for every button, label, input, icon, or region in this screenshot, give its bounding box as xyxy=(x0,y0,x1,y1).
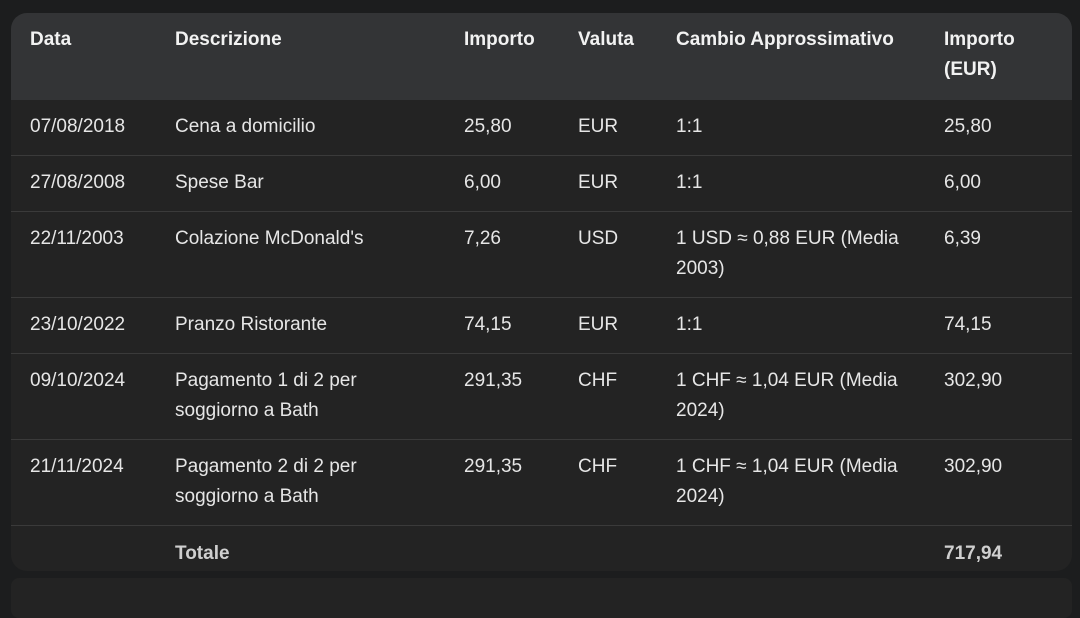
cell-exchange-rate: 1 USD ≈ 0,88 EUR (Media 2003) xyxy=(676,211,944,298)
table-row: 27/08/2008 Spese Bar 6,00 EUR 1:1 6,00 xyxy=(11,155,1072,212)
cell-amount: 25,80 xyxy=(464,116,512,137)
table-row: 21/11/2024 Pagamento 2 di 2 per soggiorno… xyxy=(11,439,1072,526)
cell-currency: USD xyxy=(578,211,676,298)
cell-description: Cena a domicilio xyxy=(175,116,316,137)
cell-description: Pranzo Ristorante xyxy=(175,297,464,354)
cell-currency: EUR xyxy=(578,297,676,354)
table-header-row: Data Descrizione Importo Valuta Cambio A… xyxy=(11,13,1072,100)
empty-cell xyxy=(676,525,944,571)
header-valuta: Valuta xyxy=(578,13,676,100)
cell-currency: CHF xyxy=(578,353,676,440)
cell-date: 27/08/2008 xyxy=(11,155,175,212)
cell-amount-eur: 302,90 xyxy=(944,353,1072,440)
cell-exchange-rate: 1:1 xyxy=(676,116,703,137)
cell-amount: 7,26 xyxy=(464,211,578,298)
cell-description: Pagamento 1 di 2 per soggiorno a Bath xyxy=(175,353,464,440)
cell-amount-eur: 6,00 xyxy=(944,155,1072,212)
table-row: 23/10/2022 Pranzo Ristorante 74,15 EUR 1:1 74… xyxy=(11,297,1072,354)
expense-table: Data Descrizione Importo Valuta Cambio A… xyxy=(11,13,1072,571)
header-importo-eur: Importo (EUR) xyxy=(944,13,1072,100)
cell-amount-eur: 25,80 xyxy=(944,116,992,137)
total-value: 717,94 xyxy=(944,525,1072,571)
empty-cell xyxy=(578,525,676,571)
cell-description: Colazione McDonald's xyxy=(175,211,464,298)
header-cambio: Cambio Approssimativo xyxy=(676,13,944,100)
cell-description: Pagamento 2 di 2 per soggiorno a Bath xyxy=(175,439,464,526)
table-row: 22/11/2003 Colazione McDonald's 7,26 USD 1 U… xyxy=(11,211,1072,298)
cell-currency: EUR xyxy=(578,155,676,212)
cell-amount-eur: 74,15 xyxy=(944,297,1072,354)
header-descrizione: Descrizione xyxy=(175,13,464,100)
cell-date: 09/10/2024 xyxy=(11,353,175,440)
cell-currency: EUR xyxy=(578,116,619,137)
cell-amount-eur: 302,90 xyxy=(944,439,1072,526)
empty-cell xyxy=(464,525,578,571)
cell-date: 23/10/2022 xyxy=(11,297,175,354)
cell-exchange-rate: 1:1 xyxy=(676,297,944,354)
table-row: 07/08/2018 Cena a domicilio 25,80 EUR 1:1 25,… xyxy=(11,100,1072,156)
cell-exchange-rate: 1:1 xyxy=(676,155,944,212)
cell-amount: 6,00 xyxy=(464,155,578,212)
cell-amount: 291,35 xyxy=(464,439,578,526)
cell-date: 21/11/2024 xyxy=(11,439,175,526)
cell-amount: 291,35 xyxy=(464,353,578,440)
cell-exchange-rate: 1 CHF ≈ 1,04 EUR (Media 2024) xyxy=(676,353,944,440)
cell-amount: 74,15 xyxy=(464,297,578,354)
next-block xyxy=(11,578,1072,618)
cell-currency: CHF xyxy=(578,439,676,526)
cell-date: 22/11/2003 xyxy=(11,211,175,298)
total-row: Totale 717,94 xyxy=(11,525,1072,571)
expense-table-card: Data Descrizione Importo Valuta Cambio A… xyxy=(11,13,1072,571)
empty-cell xyxy=(11,525,175,571)
cell-date: 07/08/2018 xyxy=(30,116,126,137)
header-importo: Importo xyxy=(464,13,578,100)
table-row: 09/10/2024 Pagamento 1 di 2 per soggiorno… xyxy=(11,353,1072,440)
cell-exchange-rate: 1 CHF ≈ 1,04 EUR (Media 2024) xyxy=(676,439,944,526)
header-data: Data xyxy=(11,13,175,100)
total-label: Totale xyxy=(175,525,464,571)
cell-amount-eur: 6,39 xyxy=(944,211,1072,298)
cell-description: Spese Bar xyxy=(175,155,464,212)
